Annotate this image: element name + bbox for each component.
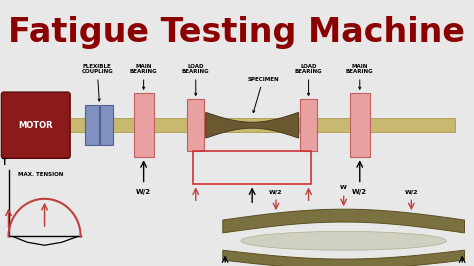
FancyBboxPatch shape [350, 93, 370, 157]
Text: LOAD
BEARING: LOAD BEARING [295, 64, 322, 95]
FancyBboxPatch shape [85, 105, 99, 146]
Ellipse shape [241, 231, 447, 250]
Polygon shape [223, 250, 465, 266]
FancyBboxPatch shape [100, 105, 113, 146]
Text: MAIN
BEARING: MAIN BEARING [130, 64, 157, 89]
Text: T: T [2, 158, 8, 167]
FancyBboxPatch shape [1, 92, 70, 158]
Text: W/2: W/2 [269, 189, 283, 194]
Text: W: W [340, 185, 347, 190]
Text: W/2: W/2 [352, 189, 367, 196]
FancyBboxPatch shape [187, 99, 204, 151]
Polygon shape [206, 112, 299, 138]
Text: W/2: W/2 [136, 189, 151, 196]
Text: Fatigue Testing Machine: Fatigue Testing Machine [9, 16, 465, 49]
Text: LOAD
BEARING: LOAD BEARING [182, 64, 210, 95]
Text: MAX. TENSION: MAX. TENSION [18, 172, 64, 177]
Text: MOTOR: MOTOR [18, 121, 53, 130]
Text: SPECIMEN: SPECIMEN [247, 77, 279, 113]
FancyBboxPatch shape [300, 99, 317, 151]
Polygon shape [223, 209, 465, 233]
FancyBboxPatch shape [62, 118, 455, 132]
Text: W/2: W/2 [405, 189, 418, 194]
Text: MAIN
BEARING: MAIN BEARING [346, 64, 374, 89]
Text: FLEXIBLE
COUPLING: FLEXIBLE COUPLING [82, 64, 113, 101]
FancyBboxPatch shape [134, 93, 154, 157]
